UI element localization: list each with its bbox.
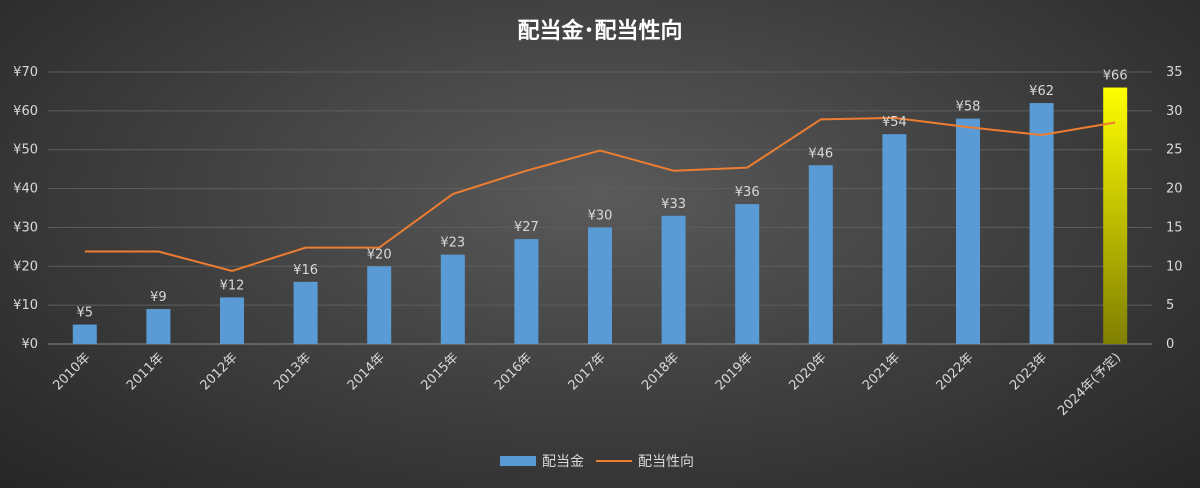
bar [661,215,686,344]
left-tick-label: ¥30 [13,220,38,235]
x-tick-label: 2010年 [50,350,93,393]
bar [1029,103,1054,344]
bar [956,118,980,344]
x-tick-label: 2014年 [345,350,388,393]
data-label: ¥33 [661,197,686,212]
left-tick-label: ¥50 [13,143,38,158]
bar [220,297,244,344]
x-tick-label: 2011年 [124,350,167,393]
bar [588,227,612,344]
right-axis: 0 5 10 15 20 25 30 35 [1166,65,1183,352]
left-axis: ¥0 ¥10 ¥20 ¥30 ¥40 ¥50 ¥60 ¥70 [13,65,38,352]
data-label: ¥16 [293,263,318,278]
right-tick-label: 20 [1166,182,1183,197]
bar [514,239,539,344]
x-tick-label: 2013年 [271,350,314,393]
chart-title: 配当金･配当性向 [517,18,682,44]
right-tick-label: 25 [1166,143,1183,158]
left-tick-label: ¥0 [21,337,38,352]
left-tick-label: ¥20 [13,259,38,274]
x-tick-label: 2023年 [1007,350,1050,393]
bar [72,324,97,344]
left-tick-label: ¥40 [13,182,38,197]
x-axis: 2010年 2011年 2012年 2013年 2014年 2015年 2016年 2017年… [50,350,1124,419]
bar [146,309,171,344]
left-tick-label: ¥10 [13,298,38,313]
data-label: ¥12 [220,278,245,293]
x-tick-label: 2015年 [418,350,461,393]
legend-line-label: 配当性向 [638,454,694,470]
bar [1103,87,1128,345]
right-tick-label: 35 [1166,65,1183,80]
data-label: ¥66 [1103,69,1128,84]
right-tick-label: 15 [1166,220,1183,235]
data-label: ¥30 [588,208,613,223]
x-tick-label: 2012年 [198,350,241,393]
bar [367,266,392,344]
right-tick-label: 30 [1166,104,1183,119]
x-tick-label: 2022年 [934,350,977,393]
data-label: ¥58 [956,100,981,115]
bar [735,204,760,344]
right-tick-label: 0 [1166,337,1174,352]
x-tick-label: 2020年 [786,350,829,393]
x-tick-label: 2024年(予定) [1055,350,1124,419]
data-label: ¥27 [514,220,539,235]
x-tick-label: 2016年 [492,350,535,393]
data-label: ¥62 [1029,84,1054,99]
legend: 配当金 配当性向 [500,454,694,470]
legend-bar-swatch [500,456,536,466]
x-tick-label: 2017年 [566,350,609,393]
bar [882,134,907,344]
data-label: ¥9 [150,290,167,305]
left-tick-label: ¥70 [13,65,38,80]
x-tick-label: 2021年 [860,350,903,393]
data-labels: ¥5 ¥9 ¥12 ¥16 ¥20 ¥23 ¥27 ¥30 ¥33 ¥36 ¥46 ¥54 ¥58 ¥62… [77,69,1128,321]
left-tick-label: ¥60 [13,104,38,119]
legend-bar-label: 配当金 [542,454,584,470]
bar [293,281,318,344]
right-tick-label: 5 [1166,298,1174,313]
bar [440,254,465,344]
data-label: ¥23 [440,236,465,251]
x-tick-label: 2019年 [713,350,756,393]
data-label: ¥20 [367,247,392,262]
data-label: ¥46 [808,146,833,161]
data-label: ¥36 [735,185,760,200]
x-tick-label: 2018年 [639,350,682,393]
line-series [84,116,1116,272]
data-label: ¥5 [77,306,94,321]
bar [808,165,833,344]
data-label: ¥54 [882,115,907,130]
right-tick-label: 10 [1166,259,1183,274]
bar-series [72,87,1128,345]
